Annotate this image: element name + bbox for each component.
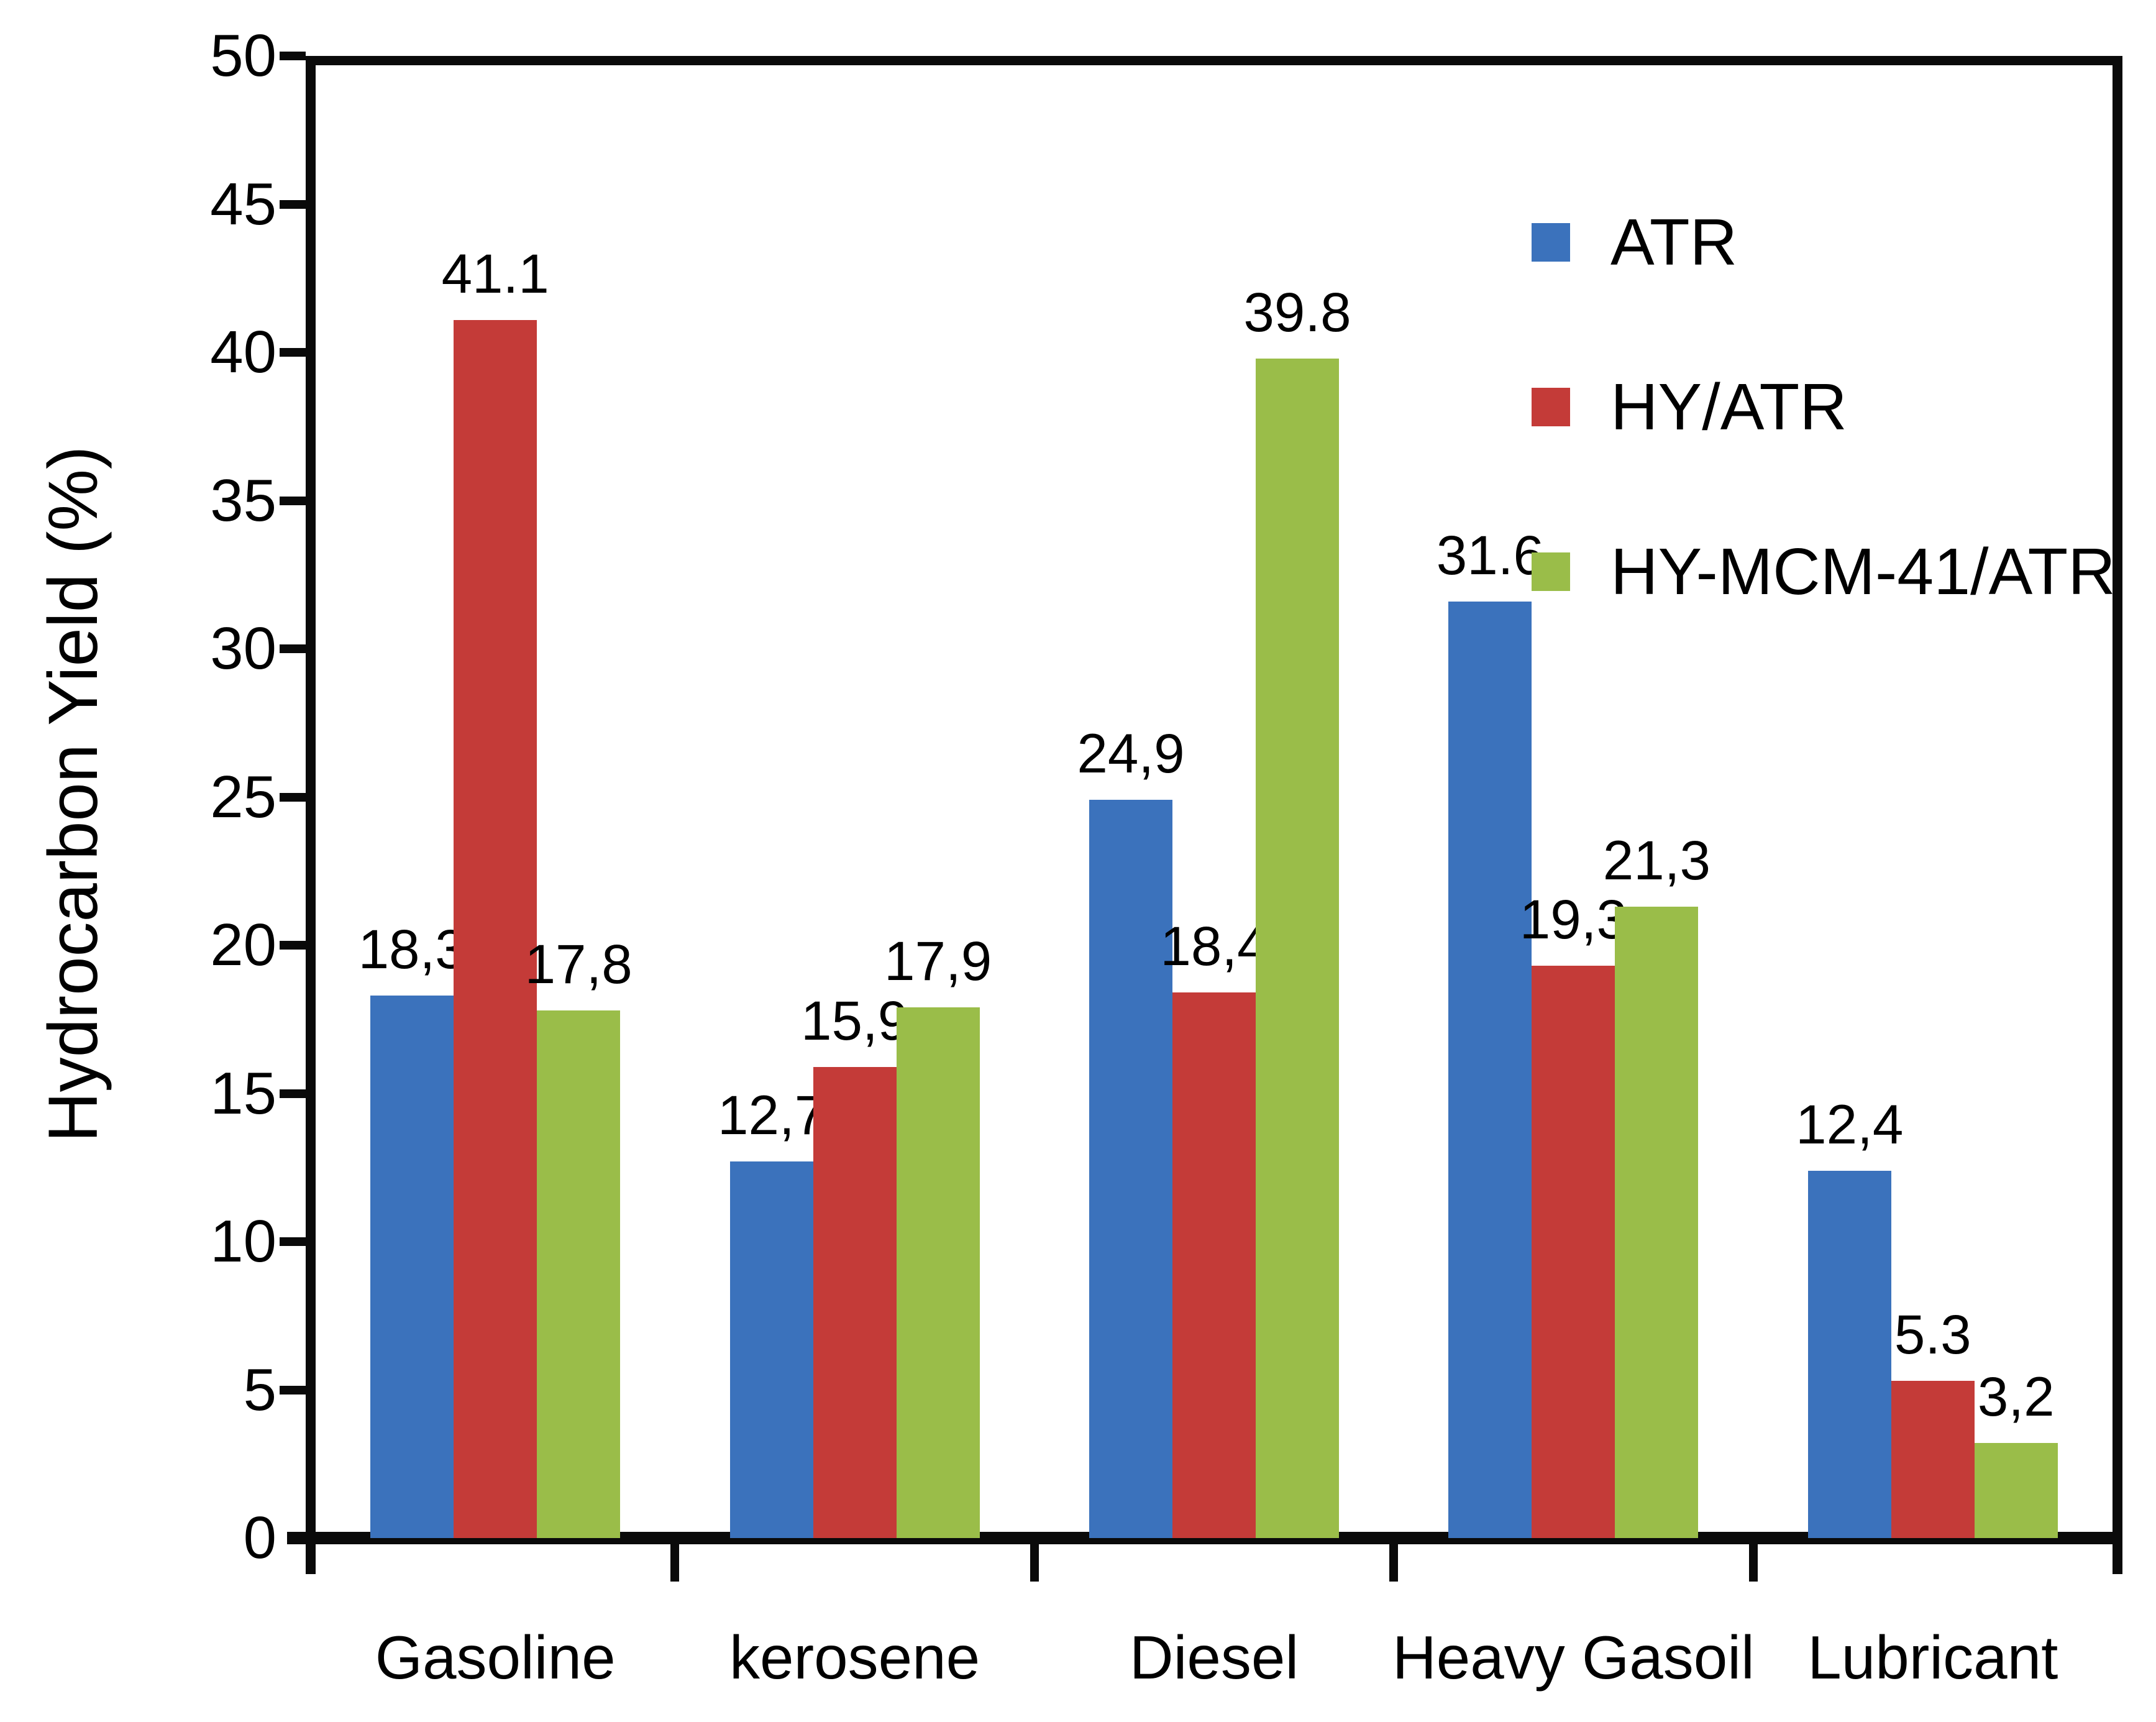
bar-value-label: 17,9 (884, 930, 992, 992)
legend-swatch-hy-atr (1532, 388, 1570, 426)
x-category-label: Diesel (1129, 1623, 1299, 1692)
bar-atr-0 (370, 996, 454, 1538)
x-tick-mark (670, 1544, 680, 1582)
bar-value-label: 17,8 (524, 932, 633, 995)
bar-hy-mcm-41-atr-2 (1256, 358, 1339, 1538)
y-tick-mark (280, 1089, 306, 1098)
bar-value-label: 15,9 (800, 989, 909, 1051)
bar-hy-atr-1 (813, 1066, 897, 1538)
bar-hy-mcm-41-atr-0 (537, 1010, 621, 1538)
y-tick-label: 50 (210, 22, 276, 89)
bar-value-label: 18,3 (358, 918, 466, 981)
bar-value-label: 12,7 (717, 1084, 826, 1147)
y-tick-label: 20 (210, 912, 276, 978)
y-tick-mark (280, 644, 306, 653)
y-tick-label: 45 (210, 170, 276, 237)
y-tick-mark (280, 348, 306, 357)
x-tick-mark (1030, 1544, 1039, 1582)
y-tick-mark (280, 52, 306, 60)
bar-hy-mcm-41-atr-3 (1615, 906, 1699, 1538)
x-tick-mark (1748, 1544, 1758, 1582)
plot-top-border (306, 56, 2122, 65)
bar-value-label: 21,3 (1602, 828, 1711, 891)
x-tick-mark (1389, 1544, 1399, 1582)
bar-hy-atr-2 (1172, 992, 1256, 1538)
bar-atr-4 (1807, 1170, 1891, 1538)
bar-value-label: 31.6 (1436, 523, 1544, 586)
legend-swatch-atr (1532, 223, 1570, 262)
bar-value-label: 3,2 (1977, 1365, 2055, 1428)
bar-atr-3 (1448, 601, 1532, 1538)
bar-value-label: 19,3 (1519, 888, 1627, 951)
bar-value-label: 18,4 (1160, 915, 1268, 978)
y-tick-label: 5 (243, 1356, 276, 1423)
bar-hy-atr-4 (1891, 1381, 1975, 1538)
x-category-label: Heavy Gasoil (1392, 1623, 1755, 1692)
bar-value-label: 24,9 (1077, 722, 1185, 785)
y-tick-mark (280, 199, 306, 209)
legend-label: HY/ATR (1610, 370, 1847, 444)
bar-hy-atr-3 (1532, 966, 1615, 1538)
y-tick-mark (280, 1385, 306, 1395)
y-tick-label: 25 (210, 763, 276, 830)
y-tick-mark (280, 941, 306, 950)
y-tick-label: 10 (210, 1208, 276, 1275)
bar-atr-2 (1089, 800, 1172, 1538)
y-tick-label: 15 (210, 1060, 276, 1127)
legend-label: HY-MCM-41/ATR (1610, 535, 2116, 608)
plot-right-border (2113, 56, 2122, 1574)
legend-label: ATR (1610, 206, 1738, 279)
y-tick-label: 0 (243, 1504, 276, 1571)
y-tick-mark (280, 792, 306, 802)
bar-hy-atr-0 (454, 319, 537, 1538)
bar-value-label: 41.1 (441, 242, 549, 305)
y-tick-mark (280, 1237, 306, 1246)
y-tick-label: 40 (210, 319, 276, 385)
bar-hy-mcm-41-atr-4 (1974, 1443, 2058, 1538)
y-tick-label: 35 (210, 467, 276, 534)
bar-hy-mcm-41-atr-1 (896, 1007, 980, 1538)
y-tick-label: 30 (210, 615, 276, 682)
x-category-label: Lubricant (1807, 1623, 2058, 1692)
x-category-label: Gasoline (375, 1623, 616, 1692)
bar-value-label: 12,4 (1796, 1092, 1904, 1155)
y-axis-line (306, 56, 316, 1574)
bar-value-label: 5.3 (1894, 1303, 1971, 1366)
x-category-label: kerosene (729, 1623, 980, 1692)
bar-value-label: 39.8 (1243, 280, 1351, 343)
legend-swatch-hy-mcm-41-atr (1532, 552, 1570, 591)
bar-atr-1 (729, 1161, 813, 1538)
y-tick-mark (280, 496, 306, 505)
